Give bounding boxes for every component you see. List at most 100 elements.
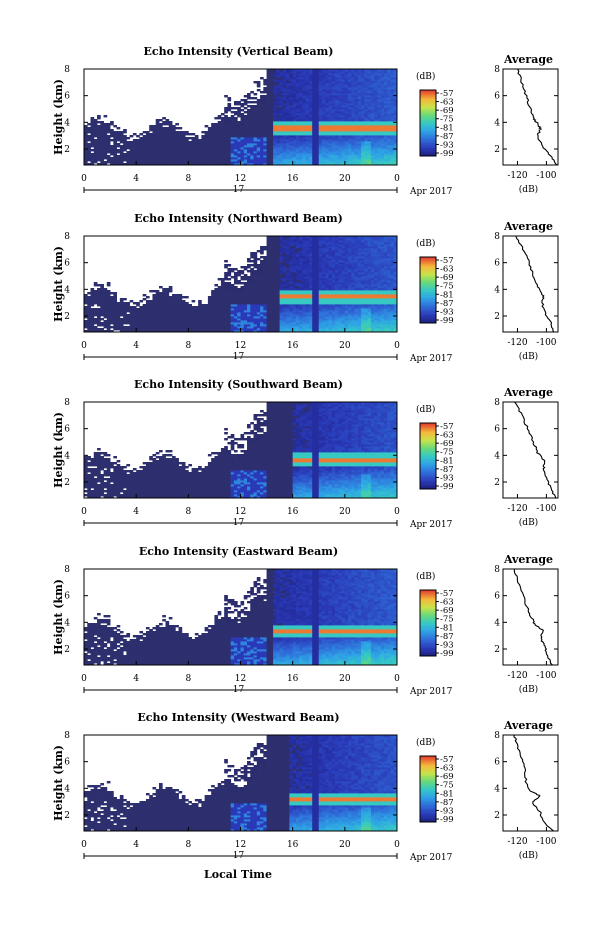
heatmap-cell (380, 81, 385, 84)
heatmap-cell (201, 157, 206, 160)
heatmap-cell (354, 145, 359, 148)
heatmap-cell (145, 310, 150, 313)
heatmap-cell (344, 149, 349, 152)
heatmap-cell (214, 290, 219, 293)
heatmap-cell (139, 316, 144, 319)
heatmap-cell (318, 125, 323, 128)
heatmap-cell (217, 278, 222, 281)
heatmap-cell (181, 151, 186, 154)
heatmap-cell (256, 308, 261, 311)
heatmap-cell (84, 145, 88, 148)
heatmap-cell (233, 302, 238, 305)
heatmap-cell (282, 115, 287, 118)
heatmap-cell (237, 135, 241, 138)
heatmap-cell (302, 75, 307, 78)
heatmap-cell (230, 304, 235, 307)
heatmap-cell (289, 290, 294, 293)
colorbar-swatch (420, 118, 436, 120)
heatmap-cell (393, 107, 397, 110)
heatmap-cell (364, 71, 369, 74)
heatmap-cell (393, 117, 397, 120)
heatmap-cell (145, 137, 150, 140)
heatmap-cell (322, 107, 326, 110)
heatmap-cell (380, 143, 385, 146)
heatmap-cell (211, 125, 215, 128)
heatmap-cell (90, 328, 95, 331)
heatmap-cell (237, 133, 241, 136)
heatmap-cell (126, 163, 131, 165)
heatmap-cell (247, 123, 251, 126)
heatmap-cell (344, 69, 349, 72)
heatmap-cell (152, 308, 157, 311)
heatmap-cell (155, 157, 160, 160)
heatmap-cell (289, 91, 294, 94)
heatmap-cell (191, 326, 196, 329)
heatmap-cell (273, 304, 277, 307)
heatmap-cell (253, 286, 258, 289)
heatmap-cell (348, 159, 352, 162)
heatmap-cell (273, 109, 277, 112)
heatmap-cell (263, 246, 267, 249)
heatmap-cell (211, 139, 215, 142)
heatmap-cell (198, 304, 202, 307)
heatmap-cell (204, 314, 209, 317)
heatmap-cell (106, 137, 111, 140)
heatmap-cell (126, 157, 131, 160)
heatmap-cell (194, 139, 199, 142)
heatmap-cell (289, 109, 294, 112)
heatmap-cell (273, 71, 277, 74)
heatmap-cell (87, 298, 91, 301)
heatmap-cell (367, 127, 372, 130)
heatmap-cell (214, 131, 219, 134)
colorbar-tick-label: -69 (440, 106, 454, 116)
heatmap-cell (240, 127, 245, 130)
heatmap-cell (175, 294, 179, 297)
colorbar-swatch (420, 132, 436, 135)
heatmap-cell (230, 318, 235, 321)
heatmap-cell (224, 117, 228, 120)
heatmap-cell (204, 322, 209, 325)
heatmap-cell (230, 163, 235, 165)
heatmap-cell (126, 304, 131, 307)
heatmap-cell (198, 330, 202, 332)
heatmap-cell (214, 117, 219, 120)
heatmap-cell (289, 330, 294, 332)
heatmap-cell (247, 109, 251, 112)
heatmap-cell (374, 101, 378, 104)
heatmap-cell (390, 155, 395, 158)
heatmap-cell (328, 99, 333, 102)
heatmap-cell (256, 322, 261, 325)
heatmap-cell (142, 137, 147, 140)
heatmap-cell (227, 320, 232, 323)
heatmap-cell (286, 133, 290, 136)
heatmap-cell (87, 139, 91, 142)
heatmap-cell (286, 238, 290, 241)
heatmap-cell (308, 133, 313, 136)
heatmap-cell (335, 103, 339, 106)
heatmap-cell (240, 282, 245, 285)
heatmap-cell (136, 143, 140, 146)
heatmap-cell (276, 97, 281, 100)
heatmap-cell (380, 147, 385, 150)
heatmap-cell (273, 117, 277, 120)
heatmap-cell (211, 161, 215, 164)
heatmap-cell (119, 135, 124, 138)
heatmap-cell (331, 111, 336, 114)
heatmap-cell (172, 316, 176, 319)
heatmap-cell (243, 121, 248, 124)
heatmap-cell (299, 79, 303, 82)
heatmap-cell (149, 151, 153, 154)
heatmap-cell (377, 75, 382, 78)
heatmap-cell (100, 328, 104, 331)
heatmap-cell (315, 121, 320, 124)
heatmap-cell (266, 99, 271, 102)
heatmap-cell (250, 139, 254, 142)
heatmap-cell (328, 77, 333, 80)
heatmap-cell (299, 310, 303, 313)
heatmap-cell (279, 316, 284, 319)
heatmap-cell (266, 264, 271, 267)
heatmap-cell (380, 111, 385, 114)
heatmap-cell (279, 99, 284, 102)
heatmap-cell (260, 95, 264, 98)
heatmap-cell (162, 306, 166, 309)
